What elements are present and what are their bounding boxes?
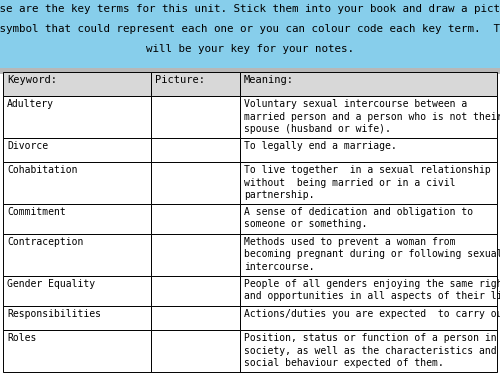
Text: These are the key terms for this unit. Stick them into your book and draw a pict: These are the key terms for this unit. S…: [0, 4, 500, 14]
Bar: [3, 276, 151, 306]
Bar: [240, 72, 497, 96]
Text: Commitment: Commitment: [7, 207, 66, 217]
Text: Voluntary sexual intercourse between a
married person and a person who is not th: Voluntary sexual intercourse between a m…: [244, 99, 500, 134]
Text: A sense of dedication and obligation to
someone or something.: A sense of dedication and obligation to …: [244, 207, 473, 229]
Bar: [0, 68, 500, 74]
Bar: [151, 138, 240, 162]
Bar: [151, 276, 240, 306]
Text: To legally end a marriage.: To legally end a marriage.: [244, 141, 397, 151]
Bar: [3, 162, 151, 204]
Text: Keyword:: Keyword:: [7, 75, 57, 85]
Bar: [151, 306, 240, 330]
Bar: [240, 306, 497, 330]
Text: Roles: Roles: [7, 333, 36, 343]
Text: will be your key for your notes.: will be your key for your notes.: [146, 44, 354, 54]
Text: Position, status or function of a person in
society, as well as the characterist: Position, status or function of a person…: [244, 333, 496, 368]
Text: Cohabitation: Cohabitation: [7, 165, 78, 175]
Bar: [240, 330, 497, 372]
Text: Actions/duties you are expected  to carry out.: Actions/duties you are expected to carry…: [244, 309, 500, 319]
Bar: [151, 162, 240, 204]
Bar: [240, 234, 497, 276]
Text: Responsibilities: Responsibilities: [7, 309, 101, 319]
Bar: [240, 276, 497, 306]
Bar: [3, 72, 151, 96]
Bar: [3, 96, 151, 138]
Bar: [240, 138, 497, 162]
Text: To live together  in a sexual relationship
without  being married or in a civil
: To live together in a sexual relationshi…: [244, 165, 491, 200]
Bar: [151, 96, 240, 138]
Bar: [240, 96, 497, 138]
Bar: [240, 162, 497, 204]
Bar: [240, 204, 497, 234]
Text: or symbol that could represent each one or you can colour code each key term.  T: or symbol that could represent each one …: [0, 24, 500, 34]
Text: Methods used to prevent a woman from
becoming pregnant during or following sexua: Methods used to prevent a woman from bec…: [244, 237, 500, 272]
Bar: [151, 72, 240, 96]
Bar: [3, 204, 151, 234]
Text: Divorce: Divorce: [7, 141, 48, 151]
Bar: [3, 306, 151, 330]
Bar: [151, 330, 240, 372]
Text: Meaning:: Meaning:: [244, 75, 294, 85]
Text: Picture:: Picture:: [155, 75, 205, 85]
Text: Adultery: Adultery: [7, 99, 54, 109]
Text: Gender Equality: Gender Equality: [7, 279, 95, 289]
Bar: [0, 0, 500, 68]
Bar: [3, 138, 151, 162]
Text: Contraception: Contraception: [7, 237, 84, 247]
Bar: [151, 234, 240, 276]
Text: People of all genders enjoying the same rights
and opportunities in all aspects : People of all genders enjoying the same …: [244, 279, 500, 301]
Bar: [3, 234, 151, 276]
Bar: [3, 330, 151, 372]
Bar: [151, 204, 240, 234]
